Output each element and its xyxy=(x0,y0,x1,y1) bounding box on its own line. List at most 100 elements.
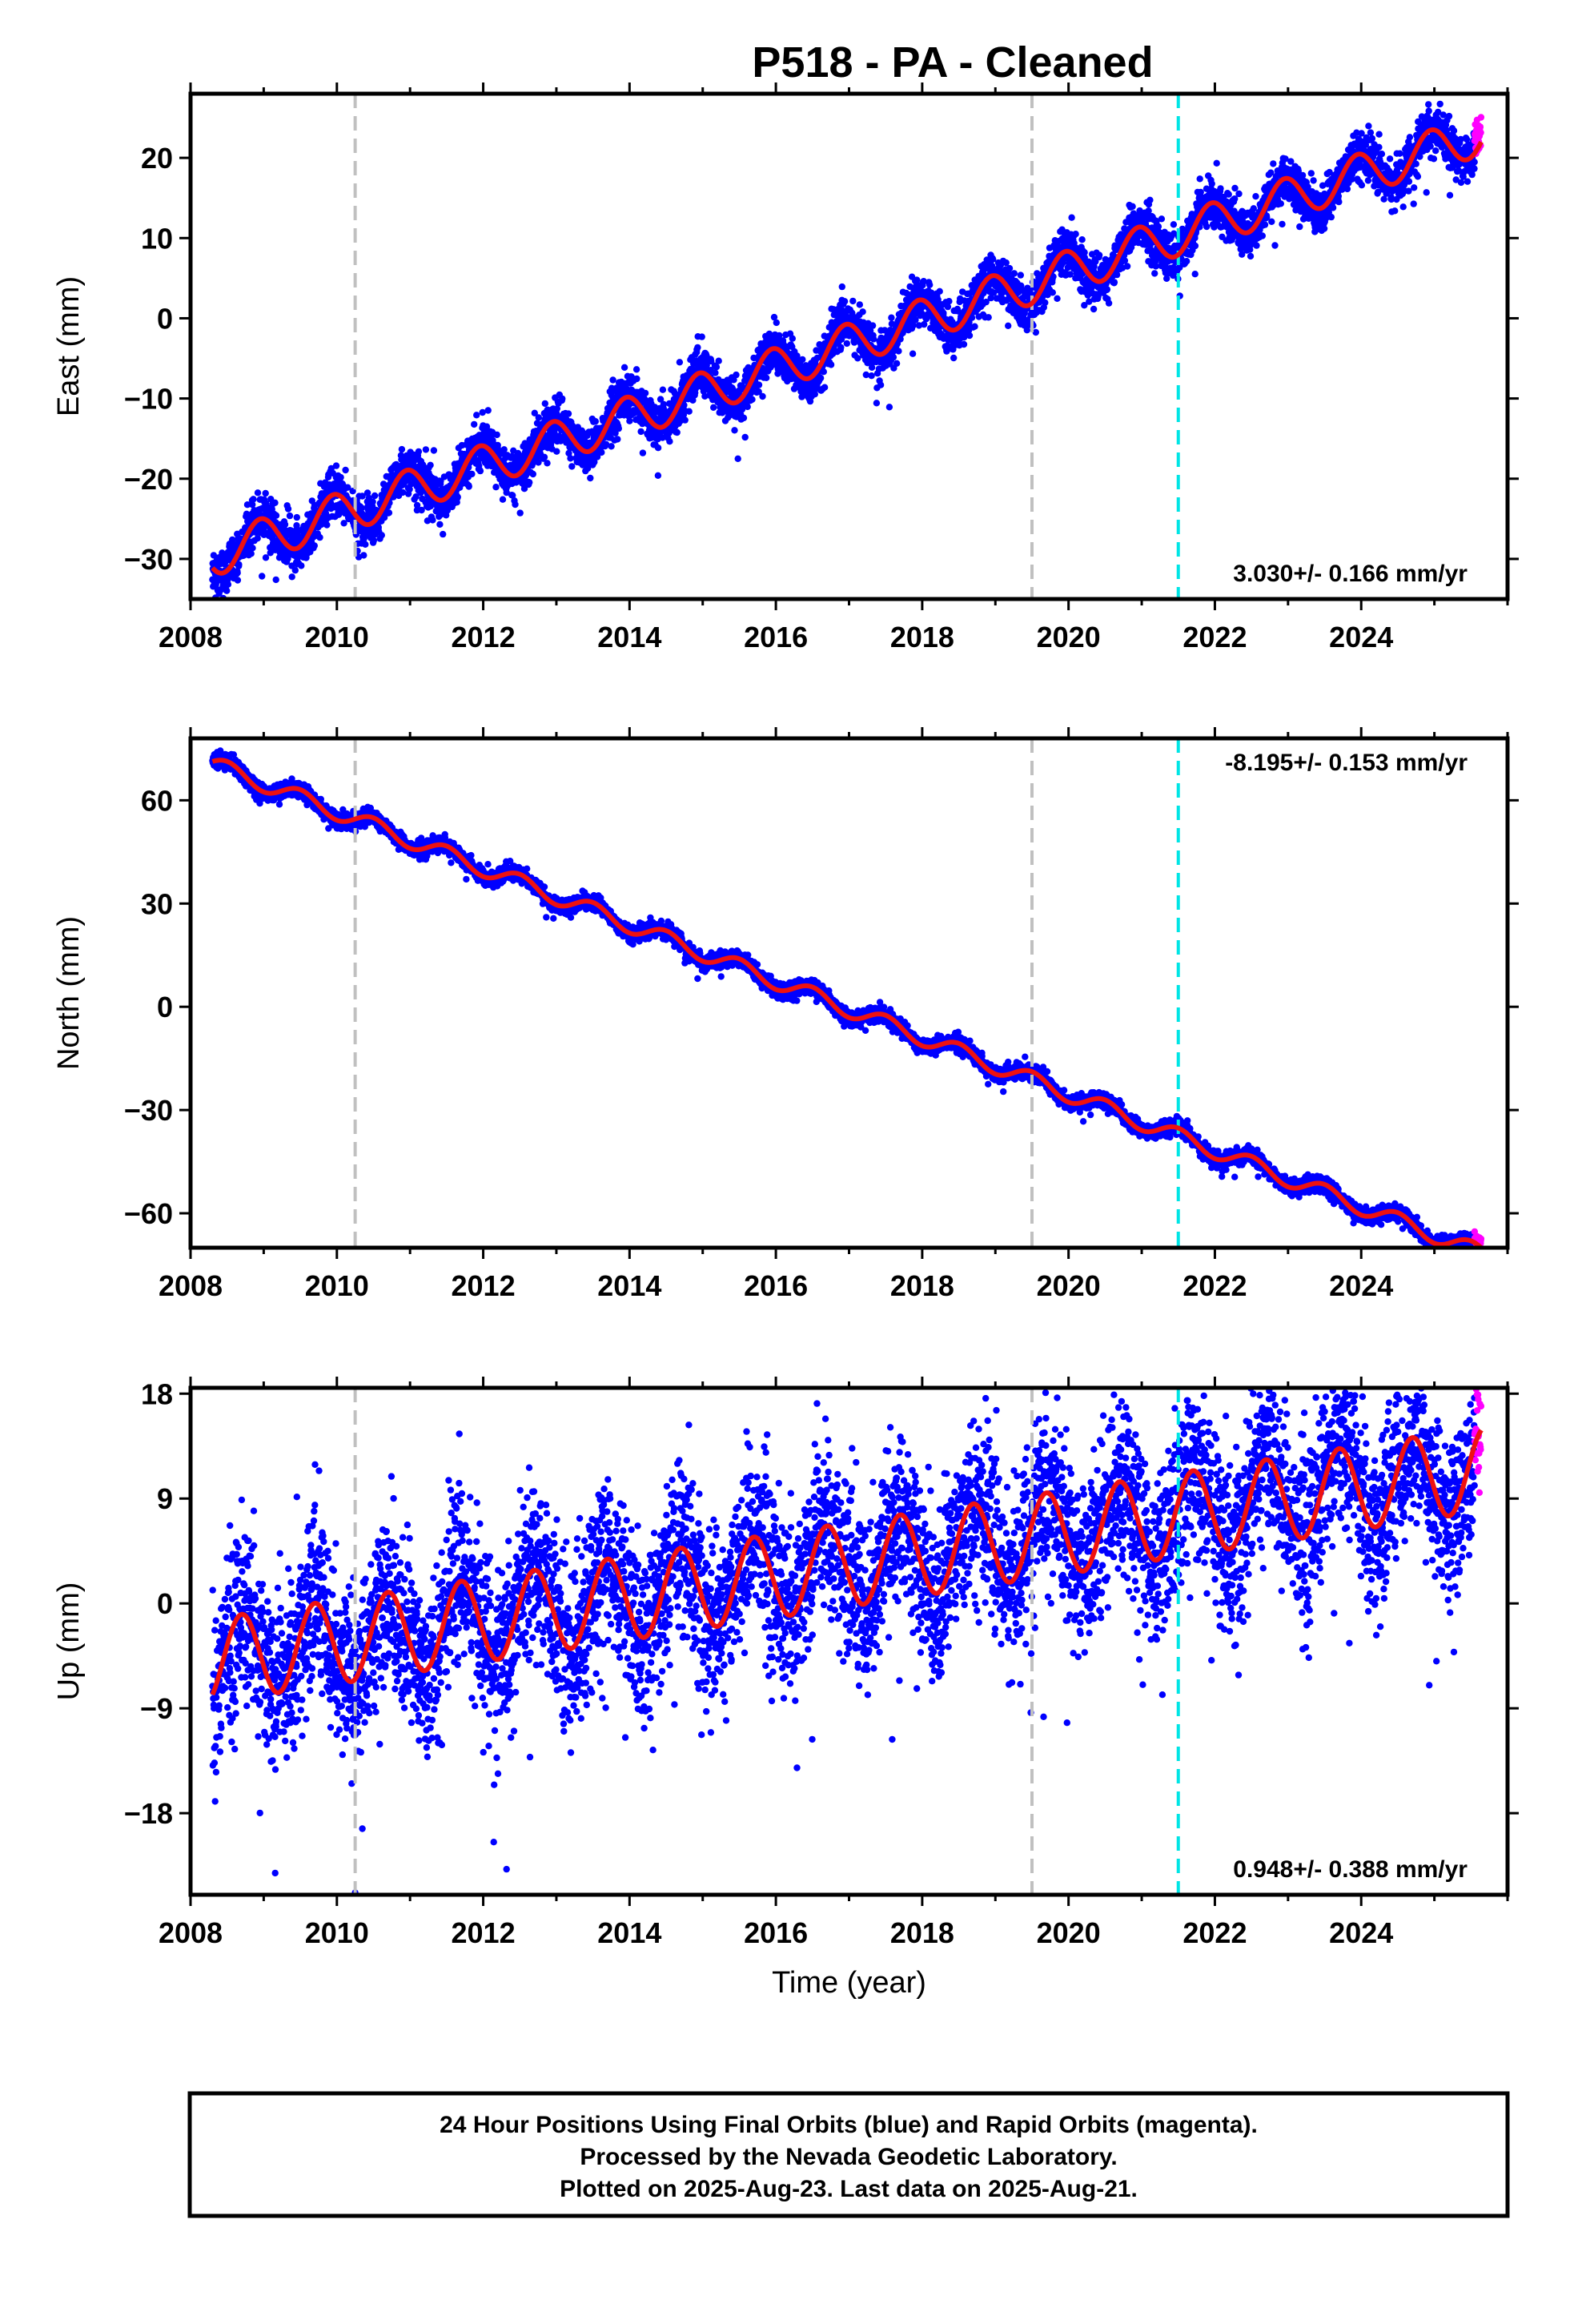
data-point-final xyxy=(893,360,901,367)
data-point-final xyxy=(1072,231,1079,238)
data-point-final xyxy=(749,396,756,403)
data-point-final xyxy=(1151,270,1158,277)
data-point-final xyxy=(1005,322,1012,329)
data-point-final xyxy=(286,512,294,520)
data-point-final xyxy=(666,438,673,445)
data-point-final xyxy=(821,384,829,391)
data-point-final xyxy=(681,416,689,424)
data-point-final xyxy=(471,420,478,428)
data-point-final xyxy=(1078,236,1086,243)
data-point-final xyxy=(229,536,236,544)
data-point-final xyxy=(859,308,866,316)
data-point-final xyxy=(349,488,356,495)
data-point-final xyxy=(288,573,295,581)
data-point-final xyxy=(626,417,633,424)
data-point-final xyxy=(473,412,480,419)
data-point-final xyxy=(358,505,365,512)
data-point-final xyxy=(293,513,300,521)
data-point-final xyxy=(1183,258,1191,265)
data-point-final xyxy=(608,443,615,450)
data-point-final xyxy=(712,369,719,376)
data-point-final xyxy=(535,459,542,466)
data-point-final xyxy=(1154,223,1162,231)
data-point-final xyxy=(1010,270,1018,277)
data-point-final xyxy=(1129,203,1136,210)
data-point-final xyxy=(1235,190,1243,198)
data-point-final xyxy=(869,322,877,329)
data-point-final xyxy=(654,472,662,479)
data-point-final xyxy=(272,512,280,519)
data-point-final xyxy=(568,463,576,470)
data-point-final xyxy=(262,489,269,497)
data-point-final xyxy=(960,340,968,348)
data-point-final xyxy=(1054,295,1061,302)
data-point-final xyxy=(398,445,406,453)
data-point-final xyxy=(1170,221,1178,228)
data-point-final xyxy=(298,562,305,569)
data-point-final xyxy=(249,545,256,552)
data-point-final xyxy=(1068,214,1075,221)
data-point-final xyxy=(940,309,947,317)
data-point-final xyxy=(1105,300,1113,307)
data-point-final xyxy=(262,554,270,561)
data-point-final xyxy=(224,581,232,588)
data-point-final xyxy=(360,552,367,559)
data-point-final xyxy=(420,463,428,470)
data-point-final xyxy=(512,501,519,509)
data-point-final xyxy=(889,353,897,361)
data-point-final xyxy=(533,420,541,427)
data-point-final xyxy=(1103,286,1111,293)
data-point-final xyxy=(1213,159,1220,167)
data-point-final xyxy=(284,505,292,513)
data-point-final xyxy=(744,403,751,411)
data-point-final xyxy=(694,344,701,352)
data-point-final xyxy=(789,335,796,342)
data-point-final xyxy=(454,493,461,501)
data-point-final xyxy=(710,404,717,411)
data-point-final xyxy=(362,541,369,548)
data-point-final xyxy=(223,587,231,594)
data-point-final xyxy=(1217,185,1224,192)
data-point-final xyxy=(340,520,347,527)
data-point-final xyxy=(499,496,507,503)
data-point-final xyxy=(436,521,444,528)
data-point-final xyxy=(827,361,835,368)
data-point-final xyxy=(633,375,640,383)
data-point-final xyxy=(503,489,510,497)
data-point-final xyxy=(327,500,335,507)
data-point-final xyxy=(731,427,738,434)
data-point-final xyxy=(873,400,881,407)
data-point-final xyxy=(243,501,251,509)
data-point-final xyxy=(1002,259,1010,267)
data-point-final xyxy=(926,281,934,288)
data-point-final xyxy=(733,371,740,379)
data-point-final xyxy=(291,567,299,574)
data-point-final xyxy=(559,395,566,403)
east-panel: 2008 2010 2012 2014 2016 2018 2020 2022 2024−30−… xyxy=(52,82,1519,653)
data-point-final xyxy=(363,489,371,497)
data-point-final xyxy=(685,408,693,415)
data-point-final xyxy=(936,287,943,295)
data-point-final xyxy=(247,550,255,557)
data-point-final xyxy=(698,333,705,340)
data-point-final xyxy=(249,501,256,509)
data-point-final xyxy=(418,506,425,514)
data-point-final xyxy=(639,449,647,456)
data-point-final xyxy=(1203,223,1211,231)
data-point-final xyxy=(587,474,594,482)
data-point-final xyxy=(715,357,722,364)
data-point-final xyxy=(838,283,846,291)
data-point-final xyxy=(1095,251,1103,259)
data-point-final xyxy=(909,350,917,357)
data-point-final xyxy=(500,446,508,453)
data-point-final xyxy=(535,414,542,421)
data-point-final xyxy=(888,314,895,321)
data-point-final xyxy=(332,462,340,469)
data-point-final xyxy=(520,485,528,493)
data-point-final xyxy=(254,535,261,542)
data-point-final xyxy=(609,376,616,384)
data-point-final xyxy=(763,374,770,381)
data-point-final xyxy=(1042,299,1049,307)
data-point-final xyxy=(741,433,749,441)
